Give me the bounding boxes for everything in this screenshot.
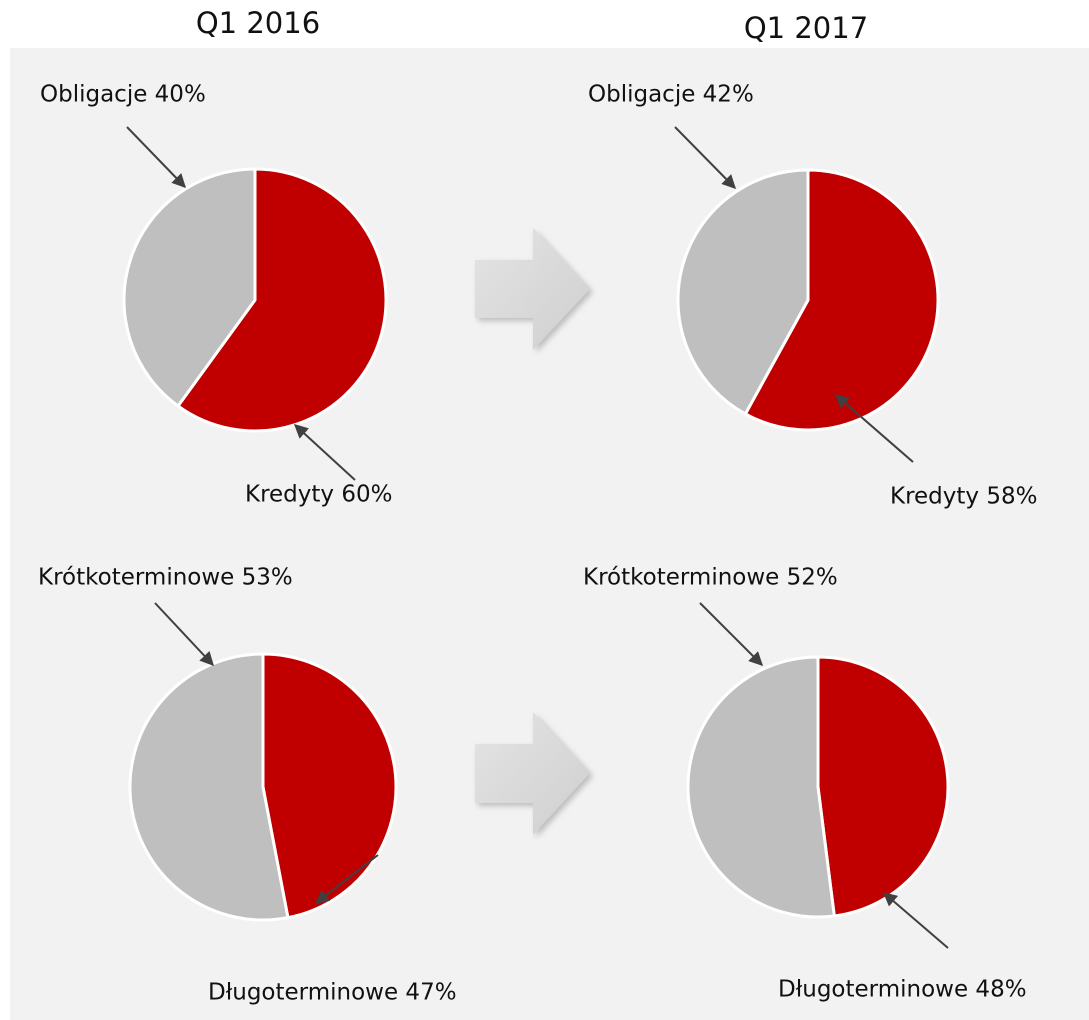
data-label: Obligacje 42% bbox=[588, 82, 754, 108]
data-label: Długoterminowe 47% bbox=[208, 980, 457, 1006]
pie-slice bbox=[176, 167, 388, 433]
leader-arrow bbox=[154, 602, 214, 667]
pie-slice bbox=[128, 652, 290, 922]
transition-arrow bbox=[475, 712, 590, 835]
leader-arrow bbox=[834, 394, 914, 463]
data-label: Kredyty 58% bbox=[890, 484, 1037, 510]
pie-slice bbox=[676, 168, 810, 416]
pie-slice bbox=[743, 168, 940, 432]
data-label: Krótkoterminowe 52% bbox=[583, 565, 838, 591]
leader-arrow bbox=[699, 602, 763, 666]
chart-title: Q1 2016 bbox=[196, 6, 320, 40]
leader-arrow bbox=[882, 892, 949, 949]
leader-arrow bbox=[126, 126, 186, 189]
pie-slice bbox=[686, 655, 836, 919]
leader-arrow bbox=[314, 854, 379, 904]
data-label: Długoterminowe 48% bbox=[778, 977, 1027, 1003]
data-label: Obligacje 40% bbox=[40, 82, 206, 108]
leader-arrow bbox=[674, 126, 736, 189]
charts: Q1 2016 Kredyty 60% Obligacje 40% Q1 2017 Kr… bbox=[38, 6, 1037, 1006]
pie-slice bbox=[261, 652, 398, 920]
data-label: Kredyty 60% bbox=[245, 482, 392, 508]
data-label: Krótkoterminowe 53% bbox=[38, 565, 293, 591]
chart-title: Q1 2017 bbox=[744, 11, 868, 45]
pie-slice bbox=[122, 167, 257, 408]
leader-arrow bbox=[293, 424, 356, 481]
transition-arrow bbox=[475, 228, 590, 350]
